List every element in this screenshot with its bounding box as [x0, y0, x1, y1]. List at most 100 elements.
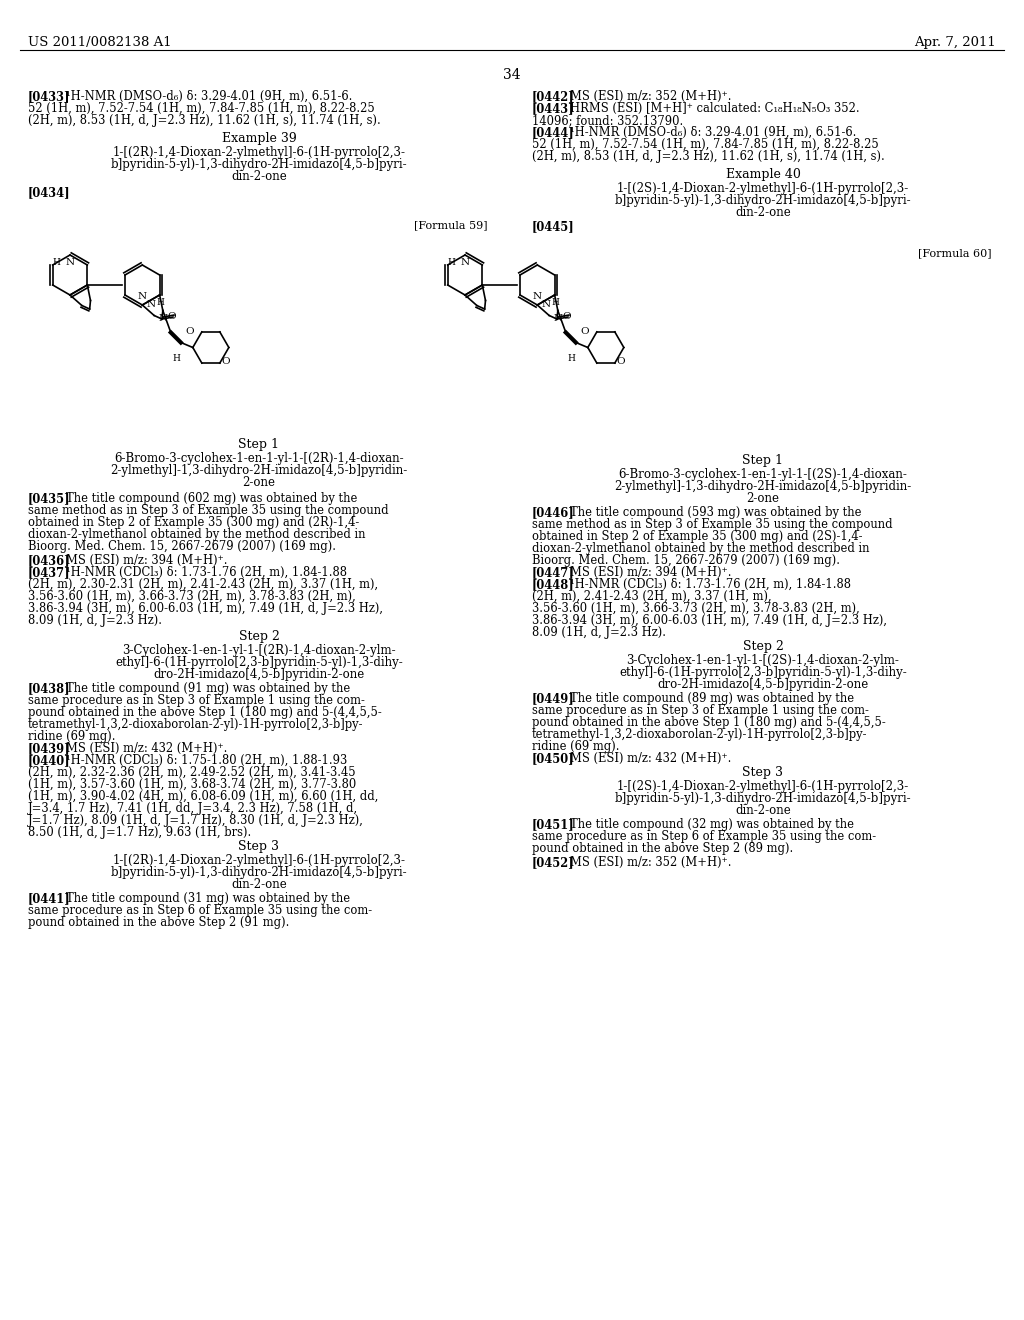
- Text: 6-Bromo-3-cyclohex-1-en-1-yl-1-[(2S)-1,4-dioxan-: 6-Bromo-3-cyclohex-1-en-1-yl-1-[(2S)-1,4…: [618, 469, 907, 480]
- Text: H: H: [551, 298, 559, 308]
- Text: H: H: [156, 298, 164, 308]
- Text: [0447]: [0447]: [532, 566, 574, 579]
- Text: 3.86-3.94 (3H, m), 6.00-6.03 (1H, m), 7.49 (1H, d, J=2.3 Hz),: 3.86-3.94 (3H, m), 6.00-6.03 (1H, m), 7.…: [532, 614, 887, 627]
- Text: b]pyridin-5-yl)-1,3-dihydro-2H-imidazo[4,5-b]pyri-: b]pyridin-5-yl)-1,3-dihydro-2H-imidazo[4…: [111, 866, 408, 879]
- Text: Bioorg. Med. Chem. 15, 2667-2679 (2007) (169 mg).: Bioorg. Med. Chem. 15, 2667-2679 (2007) …: [532, 554, 840, 568]
- Text: J=1.7 Hz), 8.09 (1H, d, J=1.7 Hz), 8.30 (1H, d, J=2.3 Hz),: J=1.7 Hz), 8.09 (1H, d, J=1.7 Hz), 8.30 …: [28, 814, 364, 828]
- Text: 1-[(2S)-1,4-Dioxan-2-ylmethyl]-6-(1H-pyrrolo[2,3-: 1-[(2S)-1,4-Dioxan-2-ylmethyl]-6-(1H-pyr…: [616, 182, 909, 195]
- Text: tetramethyl-1,3,2-dioxaborolan-2-yl)-1H-pyrrolo[2,3-b]py-: tetramethyl-1,3,2-dioxaborolan-2-yl)-1H-…: [532, 729, 867, 741]
- Text: pound obtained in the above Step 1 (180 mg) and 5-(4,4,5,5-: pound obtained in the above Step 1 (180 …: [532, 715, 886, 729]
- Text: 3.86-3.94 (3H, m), 6.00-6.03 (1H, m), 7.49 (1H, d, J=2.3 Hz),: 3.86-3.94 (3H, m), 6.00-6.03 (1H, m), 7.…: [28, 602, 383, 615]
- Text: same procedure as in Step 3 of Example 1 using the com-: same procedure as in Step 3 of Example 1…: [532, 704, 869, 717]
- Text: b]pyridin-5-yl)-1,3-dihydro-2H-imidazo[4,5-b]pyri-: b]pyridin-5-yl)-1,3-dihydro-2H-imidazo[4…: [111, 158, 408, 172]
- Text: same procedure as in Step 6 of Example 35 using the com-: same procedure as in Step 6 of Example 3…: [532, 830, 877, 843]
- Text: pound obtained in the above Step 2 (91 mg).: pound obtained in the above Step 2 (91 m…: [28, 916, 290, 929]
- Text: Step 1: Step 1: [239, 438, 280, 451]
- Text: same method as in Step 3 of Example 35 using the compound: same method as in Step 3 of Example 35 u…: [532, 517, 893, 531]
- Text: din-2-one: din-2-one: [735, 804, 791, 817]
- Text: [0439]: [0439]: [28, 742, 71, 755]
- Text: ¹H-NMR (DMSO-d₆) δ: 3.29-4.01 (9H, m), 6.51-6.: ¹H-NMR (DMSO-d₆) δ: 3.29-4.01 (9H, m), 6…: [570, 125, 856, 139]
- Text: N: N: [461, 257, 470, 267]
- Text: [0451]: [0451]: [532, 818, 574, 832]
- Text: (2H, m), 8.53 (1H, d, J=2.3 Hz), 11.62 (1H, s), 11.74 (1H, s).: (2H, m), 8.53 (1H, d, J=2.3 Hz), 11.62 (…: [532, 150, 885, 162]
- Text: obtained in Step 2 of Example 35 (300 mg) and (2R)-1,4-: obtained in Step 2 of Example 35 (300 mg…: [28, 516, 359, 529]
- Text: (2H, m), 2.30-2.31 (2H, m), 2.41-2.43 (2H, m), 3.37 (1H, m),: (2H, m), 2.30-2.31 (2H, m), 2.41-2.43 (2…: [28, 578, 378, 591]
- Text: b]pyridin-5-yl)-1,3-dihydro-2H-imidazo[4,5-b]pyri-: b]pyridin-5-yl)-1,3-dihydro-2H-imidazo[4…: [614, 194, 911, 207]
- Text: [0433]: [0433]: [28, 90, 71, 103]
- Text: 3-Cyclohex-1-en-1-yl-1-[(2S)-1,4-dioxan-2-ylm-: 3-Cyclohex-1-en-1-yl-1-[(2S)-1,4-dioxan-…: [627, 653, 899, 667]
- Text: Step 3: Step 3: [239, 840, 280, 853]
- Text: [0436]: [0436]: [28, 554, 71, 568]
- Text: O: O: [581, 327, 589, 337]
- Text: [0442]: [0442]: [532, 90, 574, 103]
- Text: N: N: [542, 301, 551, 309]
- Text: ¹H-NMR (CDCl₃) δ: 1.75-1.80 (2H, m), 1.88-1.93: ¹H-NMR (CDCl₃) δ: 1.75-1.80 (2H, m), 1.8…: [66, 754, 347, 767]
- Text: 3.56-3.60 (1H, m), 3.66-3.73 (2H, m), 3.78-3.83 (2H, m),: 3.56-3.60 (1H, m), 3.66-3.73 (2H, m), 3.…: [28, 590, 355, 603]
- Text: The title compound (31 mg) was obtained by the: The title compound (31 mg) was obtained …: [66, 892, 350, 906]
- Text: [0444]: [0444]: [532, 125, 574, 139]
- Text: N: N: [146, 301, 156, 309]
- Text: US 2011/0082138 A1: US 2011/0082138 A1: [28, 36, 172, 49]
- Text: dro-2H-imidazo[4,5-b]pyridin-2-one: dro-2H-imidazo[4,5-b]pyridin-2-one: [154, 668, 365, 681]
- Text: [0445]: [0445]: [532, 220, 574, 234]
- Text: N: N: [553, 314, 562, 323]
- Text: [0440]: [0440]: [28, 754, 71, 767]
- Text: [Formula 60]: [Formula 60]: [919, 248, 992, 257]
- Text: N: N: [159, 314, 167, 323]
- Text: The title compound (89 mg) was obtained by the: The title compound (89 mg) was obtained …: [570, 692, 854, 705]
- Text: [0450]: [0450]: [532, 752, 574, 766]
- Text: [0452]: [0452]: [532, 855, 574, 869]
- Text: O: O: [616, 356, 626, 366]
- Text: 52 (1H, m), 7.52-7.54 (1H, m), 7.84-7.85 (1H, m), 8.22-8.25: 52 (1H, m), 7.52-7.54 (1H, m), 7.84-7.85…: [28, 102, 375, 115]
- Text: [0449]: [0449]: [532, 692, 574, 705]
- Text: MS (ESI) m/z: 394 (M+H)⁺.: MS (ESI) m/z: 394 (M+H)⁺.: [66, 554, 227, 568]
- Text: 8.50 (1H, d, J=1.7 Hz), 9.63 (1H, brs).: 8.50 (1H, d, J=1.7 Hz), 9.63 (1H, brs).: [28, 826, 251, 840]
- Text: [0434]: [0434]: [28, 186, 71, 199]
- Text: MS (ESI) m/z: 432 (M+H)⁺.: MS (ESI) m/z: 432 (M+H)⁺.: [66, 742, 227, 755]
- Text: Step 2: Step 2: [742, 640, 783, 653]
- Text: MS (ESI) m/z: 394 (M+H)⁺.: MS (ESI) m/z: 394 (M+H)⁺.: [570, 566, 731, 579]
- Text: 1-[(2R)-1,4-Dioxan-2-ylmethyl]-6-(1H-pyrrolo[2,3-: 1-[(2R)-1,4-Dioxan-2-ylmethyl]-6-(1H-pyr…: [113, 147, 406, 158]
- Text: (1H, m), 3.90-4.02 (4H, m), 6.08-6.09 (1H, m), 6.60 (1H, dd,: (1H, m), 3.90-4.02 (4H, m), 6.08-6.09 (1…: [28, 789, 379, 803]
- Text: MS (ESI) m/z: 352 (M+H)⁺.: MS (ESI) m/z: 352 (M+H)⁺.: [570, 90, 731, 103]
- Text: (2H, m), 8.53 (1H, d, J=2.3 Hz), 11.62 (1H, s), 11.74 (1H, s).: (2H, m), 8.53 (1H, d, J=2.3 Hz), 11.62 (…: [28, 114, 381, 127]
- Text: same procedure as in Step 3 of Example 1 using the com-: same procedure as in Step 3 of Example 1…: [28, 694, 365, 708]
- Text: tetramethyl-1,3,2-dioxaborolan-2-yl)-1H-pyrrolo[2,3-b]py-: tetramethyl-1,3,2-dioxaborolan-2-yl)-1H-…: [28, 718, 364, 731]
- Text: N: N: [532, 292, 542, 301]
- Text: O: O: [185, 327, 194, 337]
- Text: Bioorg. Med. Chem. 15, 2667-2679 (2007) (169 mg).: Bioorg. Med. Chem. 15, 2667-2679 (2007) …: [28, 540, 336, 553]
- Text: ¹H-NMR (CDCl₃) δ: 1.73-1.76 (2H, m), 1.84-1.88: ¹H-NMR (CDCl₃) δ: 1.73-1.76 (2H, m), 1.8…: [570, 578, 851, 591]
- Text: pound obtained in the above Step 2 (89 mg).: pound obtained in the above Step 2 (89 m…: [532, 842, 794, 855]
- Text: H: H: [52, 257, 60, 267]
- Text: HRMS (ESI) [M+H]⁺ calculated: C₁₈H₁₈N₅O₃ 352.: HRMS (ESI) [M+H]⁺ calculated: C₁₈H₁₈N₅O₃…: [570, 102, 859, 115]
- Text: obtained in Step 2 of Example 35 (300 mg) and (2S)-1,4-: obtained in Step 2 of Example 35 (300 mg…: [532, 531, 862, 543]
- Text: J=3.4, 1.7 Hz), 7.41 (1H, dd, J=3.4, 2.3 Hz), 7.58 (1H, d,: J=3.4, 1.7 Hz), 7.41 (1H, dd, J=3.4, 2.3…: [28, 803, 358, 814]
- Text: The title compound (593 mg) was obtained by the: The title compound (593 mg) was obtained…: [570, 506, 861, 519]
- Text: ridine (69 mg).: ridine (69 mg).: [532, 741, 620, 752]
- Text: din-2-one: din-2-one: [231, 878, 287, 891]
- Text: ethyl]-6-(1H-pyrrolo[2,3-b]pyridin-5-yl)-1,3-dihy-: ethyl]-6-(1H-pyrrolo[2,3-b]pyridin-5-yl)…: [620, 667, 907, 678]
- Text: same procedure as in Step 6 of Example 35 using the com-: same procedure as in Step 6 of Example 3…: [28, 904, 372, 917]
- Text: 1-[(2R)-1,4-Dioxan-2-ylmethyl]-6-(1H-pyrrolo[2,3-: 1-[(2R)-1,4-Dioxan-2-ylmethyl]-6-(1H-pyr…: [113, 854, 406, 867]
- Text: [Formula 59]: [Formula 59]: [415, 220, 488, 230]
- Text: H: H: [568, 355, 575, 363]
- Text: dro-2H-imidazo[4,5-b]pyridin-2-one: dro-2H-imidazo[4,5-b]pyridin-2-one: [657, 678, 868, 690]
- Text: Step 2: Step 2: [239, 630, 280, 643]
- Text: ¹H-NMR (CDCl₃) δ: 1.73-1.76 (2H, m), 1.84-1.88: ¹H-NMR (CDCl₃) δ: 1.73-1.76 (2H, m), 1.8…: [66, 566, 347, 579]
- Text: (1H, m), 3.57-3.60 (1H, m), 3.68-3.74 (2H, m), 3.77-3.80: (1H, m), 3.57-3.60 (1H, m), 3.68-3.74 (2…: [28, 777, 356, 791]
- Text: [0448]: [0448]: [532, 578, 574, 591]
- Text: 1-[(2S)-1,4-Dioxan-2-ylmethyl]-6-(1H-pyrrolo[2,3-: 1-[(2S)-1,4-Dioxan-2-ylmethyl]-6-(1H-pyr…: [616, 780, 909, 793]
- Text: same method as in Step 3 of Example 35 using the compound: same method as in Step 3 of Example 35 u…: [28, 504, 389, 517]
- Text: dioxan-2-ylmethanol obtained by the method described in: dioxan-2-ylmethanol obtained by the meth…: [532, 543, 869, 554]
- Text: [0443]: [0443]: [532, 102, 574, 115]
- Text: MS (ESI) m/z: 352 (M+H)⁺.: MS (ESI) m/z: 352 (M+H)⁺.: [570, 855, 731, 869]
- Text: Example 40: Example 40: [726, 168, 801, 181]
- Text: 8.09 (1H, d, J=2.3 Hz).: 8.09 (1H, d, J=2.3 Hz).: [532, 626, 666, 639]
- Text: H: H: [447, 257, 455, 267]
- Text: Apr. 7, 2011: Apr. 7, 2011: [914, 36, 996, 49]
- Text: 3.56-3.60 (1H, m), 3.66-3.73 (2H, m), 3.78-3.83 (2H, m),: 3.56-3.60 (1H, m), 3.66-3.73 (2H, m), 3.…: [532, 602, 860, 615]
- Text: 3-Cyclohex-1-en-1-yl-1-[(2R)-1,4-dioxan-2-ylm-: 3-Cyclohex-1-en-1-yl-1-[(2R)-1,4-dioxan-…: [122, 644, 396, 657]
- Text: The title compound (32 mg) was obtained by the: The title compound (32 mg) was obtained …: [570, 818, 854, 832]
- Text: b]pyridin-5-yl)-1,3-dihydro-2H-imidazo[4,5-b]pyri-: b]pyridin-5-yl)-1,3-dihydro-2H-imidazo[4…: [614, 792, 911, 805]
- Text: [0435]: [0435]: [28, 492, 71, 506]
